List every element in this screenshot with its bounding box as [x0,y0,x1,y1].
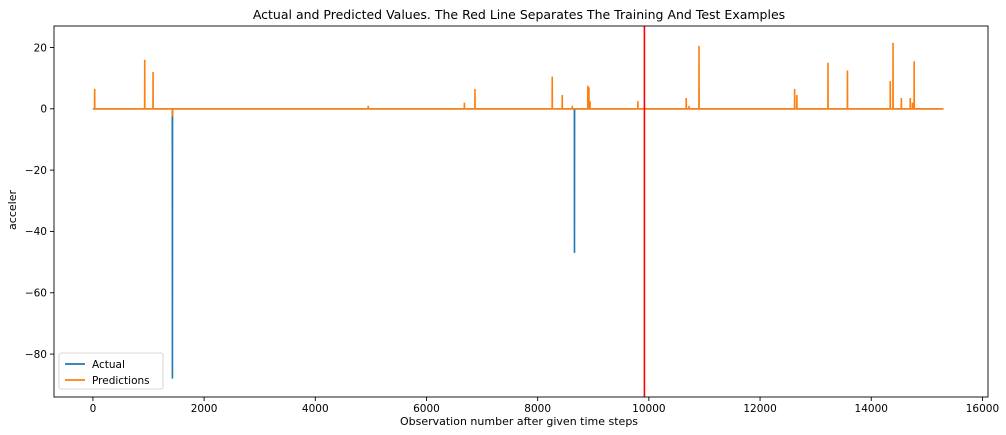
y-axis: 20 0 −20 −40 −60 −80 [25,42,54,361]
y-tick-label: 0 [40,104,47,116]
y-tick-label: −60 [25,288,47,300]
series-line-actual [92,107,944,379]
x-tick-label: 14000 [855,403,888,415]
legend-label-actual: Actual [92,359,125,371]
y-tick-label: −40 [25,226,47,238]
x-axis: 0 2000 4000 6000 8000 10000 12000 14000 16000 [90,397,999,415]
series-line-predictions [92,42,944,117]
x-tick-label: 0 [90,403,97,415]
x-tick-label: 2000 [191,403,218,415]
y-tick-label: −80 [25,349,47,361]
x-tick-label: 10000 [632,403,665,415]
legend: Actual Predictions [58,352,164,390]
chart-title: Actual and Predicted Values. The Red Lin… [253,7,785,22]
x-tick-label: 12000 [743,403,776,415]
x-tick-label: 4000 [302,403,329,415]
y-axis-label: acceler [6,190,19,230]
axes-frame [53,25,989,398]
plot-area [53,25,989,398]
x-tick-label: 8000 [524,403,551,415]
x-tick-label: 16000 [966,403,999,415]
y-tick-label: 20 [34,42,47,54]
x-axis-label: Observation number after given time step… [400,415,638,428]
x-tick-label: 6000 [413,403,440,415]
y-tick-label: −20 [25,165,47,177]
legend-label-predictions: Predictions [92,375,150,387]
